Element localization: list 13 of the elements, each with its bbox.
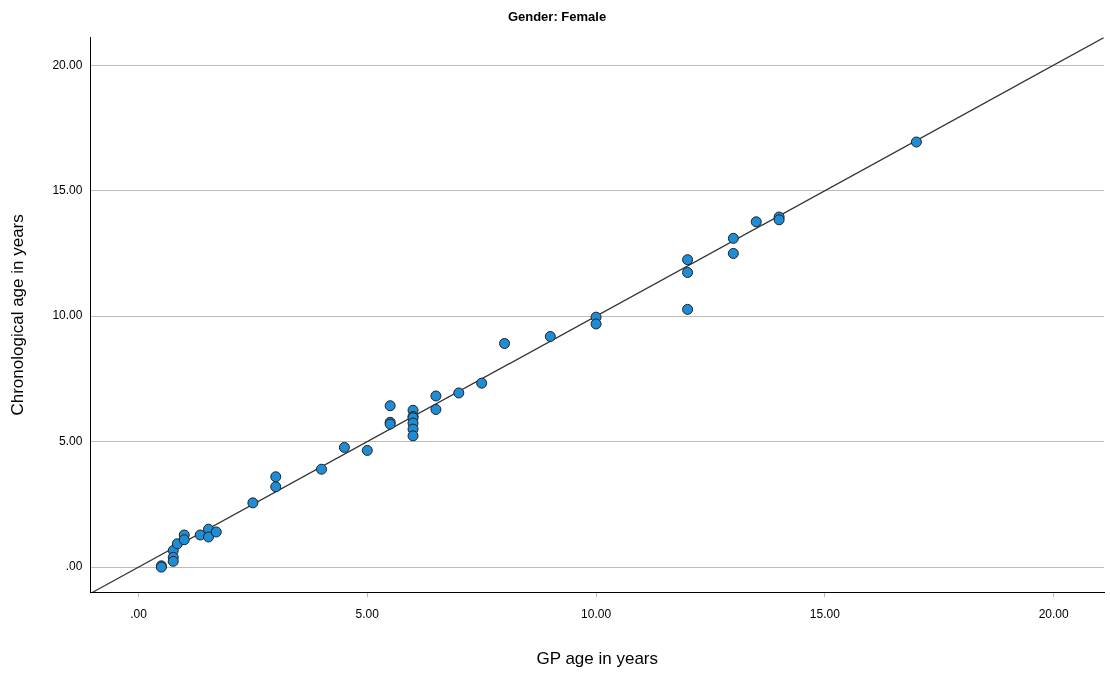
chart-title: Gender: Female bbox=[507, 9, 607, 25]
x-tick-label: 20.00 bbox=[1038, 606, 1069, 621]
y-tick-label: 5.00 bbox=[59, 433, 83, 448]
x-tick-label: 15.00 bbox=[809, 606, 841, 621]
y-tick-label: .00 bbox=[65, 559, 83, 574]
x-axis-title: GP age in years bbox=[536, 649, 659, 669]
x-tick-label: 5.00 bbox=[355, 606, 380, 621]
y-tick-label: 10.00 bbox=[52, 308, 83, 323]
x-tick-label: 10.00 bbox=[581, 606, 612, 621]
y-axis-title: Chronological age in years bbox=[7, 214, 27, 416]
x-tick-label: .00 bbox=[130, 606, 148, 621]
y-tick-label: 20.00 bbox=[52, 57, 83, 72]
y-tick-label: 15.00 bbox=[52, 182, 83, 197]
